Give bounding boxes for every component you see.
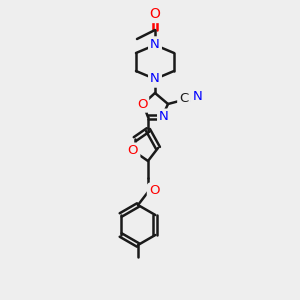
Text: O: O	[128, 145, 138, 158]
Text: O: O	[128, 146, 138, 158]
Text: N: N	[159, 112, 169, 124]
Text: O: O	[149, 185, 159, 199]
Text: C: C	[179, 92, 189, 104]
Text: O: O	[137, 98, 147, 110]
Text: N: N	[159, 110, 169, 124]
Text: N: N	[193, 89, 203, 103]
Text: O: O	[136, 98, 146, 110]
Text: O: O	[151, 7, 161, 21]
Text: C: C	[179, 92, 189, 106]
Text: N: N	[150, 38, 160, 52]
Text: O: O	[150, 184, 160, 197]
Text: N: N	[150, 73, 160, 85]
Text: N: N	[150, 38, 160, 52]
Text: N: N	[150, 73, 160, 85]
Text: N: N	[192, 88, 202, 101]
Text: O: O	[150, 7, 160, 21]
